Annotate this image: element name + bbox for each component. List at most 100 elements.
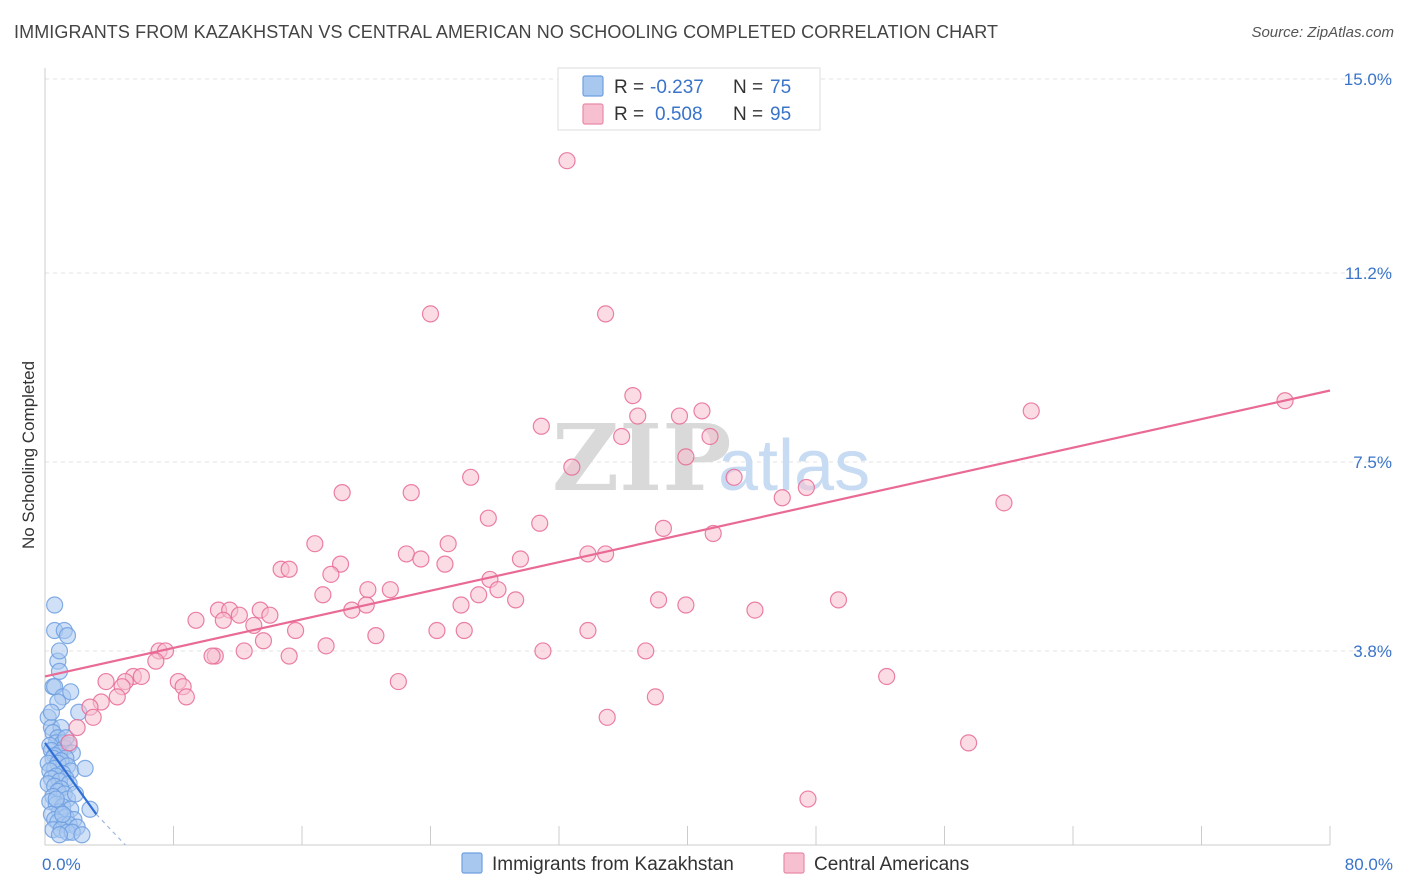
kazakhstan-point-74: [81, 800, 99, 818]
central-americans-point-5: [670, 407, 689, 425]
x-tick-label-max: 80.0%: [1345, 855, 1393, 874]
kazakhstan-point-73: [50, 642, 69, 660]
central-americans-point-90: [60, 734, 78, 752]
legend-n-value-pink: 95: [770, 104, 791, 125]
watermark: ZIP atlas: [552, 404, 870, 512]
central-americans-point-6: [693, 402, 711, 420]
central-americans-point-67: [235, 642, 253, 660]
legend-n-value-blue: 75: [770, 77, 791, 98]
legend-n-label-blue: N =: [733, 77, 763, 98]
central-americans-point-19: [531, 514, 549, 532]
y-tick-label-0: 3.8%: [1353, 642, 1392, 661]
central-americans-point-10: [677, 448, 695, 466]
central-americans-point-59: [286, 621, 305, 640]
kazakhstan-point-69: [76, 759, 94, 778]
central-americans-point-0: [558, 152, 576, 170]
trend-line-kazakhstan-extension: [95, 813, 126, 846]
central-americans-point-83: [177, 688, 195, 706]
central-americans-point-79: [97, 672, 115, 691]
kazakhstan-point-71: [42, 703, 61, 721]
legend-swatch-pink: [582, 103, 604, 125]
kazakhstan-point-3: [58, 627, 77, 645]
stats-legend: R = -0.237 N = 75 R = 0.508 N = 95: [557, 67, 821, 131]
central-americans-point-8: [532, 417, 550, 435]
central-americans-point-72: [637, 642, 655, 660]
central-americans-point-50: [230, 606, 248, 624]
grid: [45, 78, 1392, 652]
central-americans-point-35: [322, 565, 340, 583]
central-americans-point-11: [563, 458, 581, 476]
central-americans-point-39: [381, 581, 399, 599]
central-americans-point-14: [333, 484, 351, 502]
legend-n-label-pink: N =: [733, 104, 763, 125]
legend-r-label-pink: R =: [614, 104, 644, 125]
series-legend-swatch-blue: [461, 852, 483, 874]
central-americans-point-18: [479, 509, 497, 527]
central-americans-point-60: [367, 627, 385, 645]
central-americans-point-15: [402, 484, 420, 502]
x-tick-label-min: 0.0%: [42, 855, 81, 874]
kazakhstan-point-67: [47, 790, 65, 808]
y-tick-label-3: 15.0%: [1344, 70, 1392, 89]
central-americans-point-41: [470, 586, 488, 604]
central-americans-point-71: [534, 642, 552, 660]
legend-swatch-blue: [582, 75, 604, 97]
legend-r-label-blue: R =: [614, 77, 644, 98]
kazakhstan-point-64: [73, 826, 91, 844]
central-americans-point-84: [108, 688, 126, 706]
central-americans-point-68: [280, 647, 298, 665]
central-americans-point-30: [412, 550, 430, 568]
central-americans-point-61: [428, 621, 446, 640]
axes: [44, 68, 1331, 846]
central-americans-point-44: [649, 591, 668, 609]
chart-title: IMMIGRANTS FROM KAZAKHSTAN VS CENTRAL AM…: [14, 22, 999, 42]
central-americans-point-40: [489, 581, 507, 599]
central-americans-point-52: [214, 611, 232, 629]
central-americans-point-75: [389, 672, 407, 691]
legend-r-value-pink: 0.508: [655, 104, 703, 125]
central-americans-point-16: [773, 489, 791, 507]
central-americans-point-26: [439, 535, 457, 553]
central-americans-point-45: [677, 596, 695, 614]
central-americans-point-36: [436, 555, 454, 573]
x-tick-labels: 0.0% 80.0%: [42, 855, 1393, 874]
central-americans-point-51: [261, 606, 279, 624]
central-americans-point-56: [452, 596, 470, 614]
central-americans-point-93: [959, 734, 978, 752]
central-americans-point-64: [254, 632, 273, 650]
central-americans-point-53: [187, 611, 205, 629]
central-americans-point-63: [579, 621, 597, 640]
central-americans-point-88: [84, 708, 102, 726]
central-americans-point-70: [147, 652, 165, 670]
central-americans-point-20: [654, 519, 673, 537]
central-americans-point-42: [507, 591, 525, 609]
y-tick-label-2: 11.2%: [1345, 264, 1392, 283]
central-americans-point-3: [624, 387, 642, 405]
trend-lines: [44, 389, 1331, 846]
central-americans-point-46: [829, 591, 848, 609]
central-americans-point-12: [462, 468, 480, 486]
central-americans-point-91: [646, 688, 664, 706]
series-legend-label-pink: Central Americans: [814, 854, 969, 875]
trend-line-central-americans: [44, 389, 1331, 678]
central-americans-point-22: [995, 494, 1013, 512]
central-americans-point-17: [797, 478, 815, 497]
central-americans-point-27: [397, 545, 416, 563]
series-legend: Immigrants from Kazakhstan Central Ameri…: [461, 852, 969, 875]
central-americans-point-92: [598, 708, 616, 726]
central-americans-point-43: [314, 586, 332, 604]
central-americans-point-76: [878, 667, 896, 686]
central-americans-point-2: [596, 305, 615, 323]
y-axis-label: No Schooling Completed: [19, 361, 38, 549]
central-americans-point-73: [203, 647, 221, 665]
central-americans-point-74: [317, 637, 335, 655]
central-americans-point-62: [455, 621, 473, 640]
kazakhstan-point-72: [62, 683, 80, 701]
series-legend-swatch-pink: [783, 852, 805, 874]
central-americans-point-89: [68, 718, 86, 737]
kazakhstan-point-66: [54, 805, 72, 823]
central-americans-point-23: [1022, 402, 1040, 420]
central-americans-point-4: [629, 407, 647, 425]
central-americans-point-1: [421, 305, 440, 323]
source-credit: Source: ZipAtlas.com: [1251, 24, 1394, 41]
